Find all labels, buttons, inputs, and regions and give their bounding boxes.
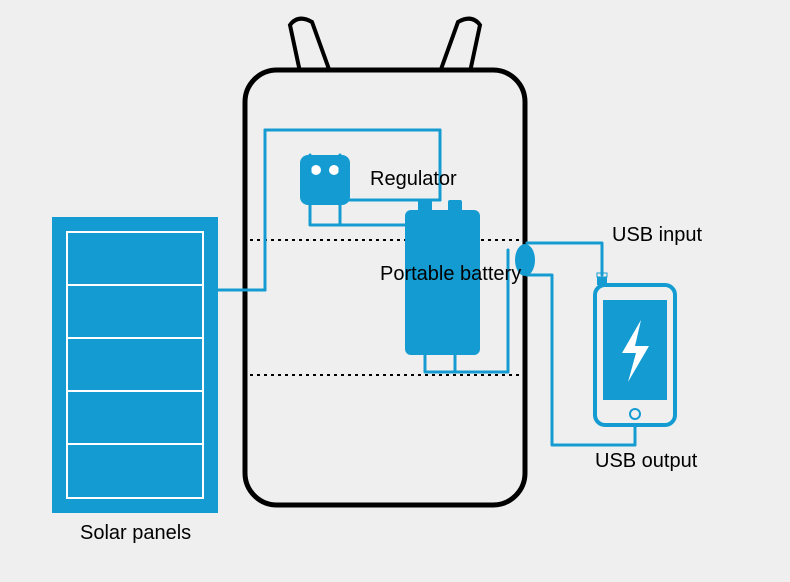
regulator-block <box>300 155 350 205</box>
backpack-straps <box>290 19 480 72</box>
usb-output-label: USB output <box>595 450 697 473</box>
diagram-canvas <box>0 0 790 582</box>
usb-input-label: USB input <box>612 224 702 247</box>
regulator-label: Regulator <box>370 168 457 191</box>
solar-label: Solar panels <box>80 522 191 545</box>
battery-label: Portable battery <box>380 263 521 286</box>
backpack-body <box>245 70 525 505</box>
phone <box>595 285 675 425</box>
solar-panel <box>55 220 215 510</box>
wire-port-to-usb-in <box>527 243 602 275</box>
